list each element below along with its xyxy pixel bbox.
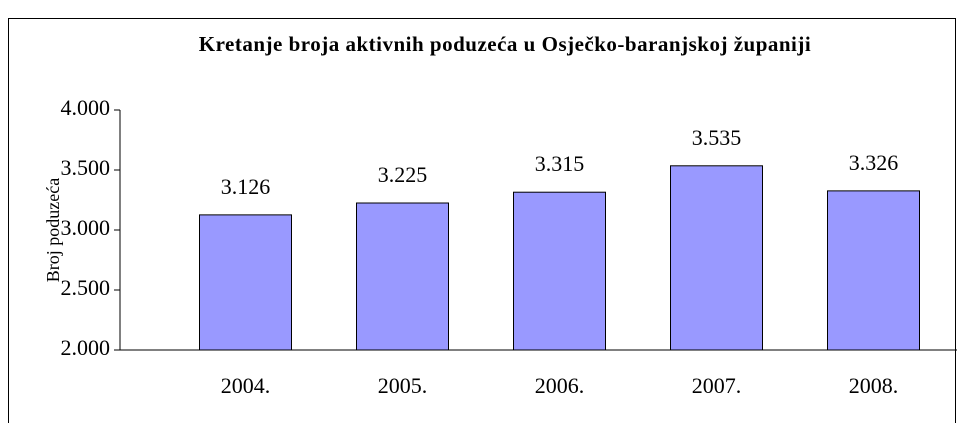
x-tick-label: 2008. <box>849 373 899 398</box>
y-tick-label: 2.500 <box>61 275 111 300</box>
y-tick-label: 3.000 <box>61 215 111 240</box>
y-tick-label: 2.000 <box>61 335 111 360</box>
data-label: 3.126 <box>221 174 271 199</box>
chart-border <box>8 18 956 423</box>
x-tick-label: 2007. <box>692 373 742 398</box>
bar <box>356 202 449 351</box>
data-label: 3.225 <box>378 162 428 187</box>
y-tick-label: 4.000 <box>61 95 111 120</box>
bar <box>199 214 292 351</box>
y-axis-label: Broj poduzeća <box>43 178 63 282</box>
data-label: 3.315 <box>535 151 585 176</box>
data-label: 3.535 <box>692 125 742 150</box>
chart-title: Kretanje broja aktivnih poduzeća u Osječ… <box>198 32 812 56</box>
y-tick-label: 3.500 <box>61 155 111 180</box>
bar <box>670 165 763 351</box>
data-label: 3.326 <box>849 150 899 175</box>
x-tick-label: 2004. <box>221 373 271 398</box>
x-tick-label: 2005. <box>378 373 428 398</box>
x-tick-label: 2006. <box>535 373 585 398</box>
bar <box>513 191 606 351</box>
bar <box>827 190 920 351</box>
